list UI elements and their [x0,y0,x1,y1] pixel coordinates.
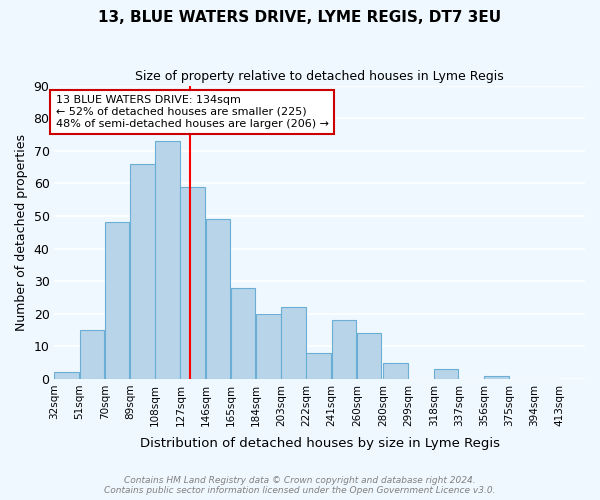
Text: 13 BLUE WATERS DRIVE: 134sqm
← 52% of detached houses are smaller (225)
48% of s: 13 BLUE WATERS DRIVE: 134sqm ← 52% of de… [56,96,329,128]
Bar [105,222,130,379]
Bar [181,186,205,379]
Bar [484,376,509,379]
Bar [55,372,79,379]
Bar [206,219,230,379]
X-axis label: Distribution of detached houses by size in Lyme Regis: Distribution of detached houses by size … [140,437,500,450]
Bar [155,141,180,379]
Bar [357,334,382,379]
Title: Size of property relative to detached houses in Lyme Regis: Size of property relative to detached ho… [136,70,504,83]
Text: 13, BLUE WATERS DRIVE, LYME REGIS, DT7 3EU: 13, BLUE WATERS DRIVE, LYME REGIS, DT7 3… [98,10,502,25]
Bar [332,320,356,379]
Bar [231,288,256,379]
Bar [434,369,458,379]
Bar [307,353,331,379]
Text: Contains HM Land Registry data © Crown copyright and database right 2024.
Contai: Contains HM Land Registry data © Crown c… [104,476,496,495]
Bar [383,362,408,379]
Bar [281,307,306,379]
Bar [130,164,155,379]
Bar [80,330,104,379]
Bar [256,314,281,379]
Y-axis label: Number of detached properties: Number of detached properties [15,134,28,330]
